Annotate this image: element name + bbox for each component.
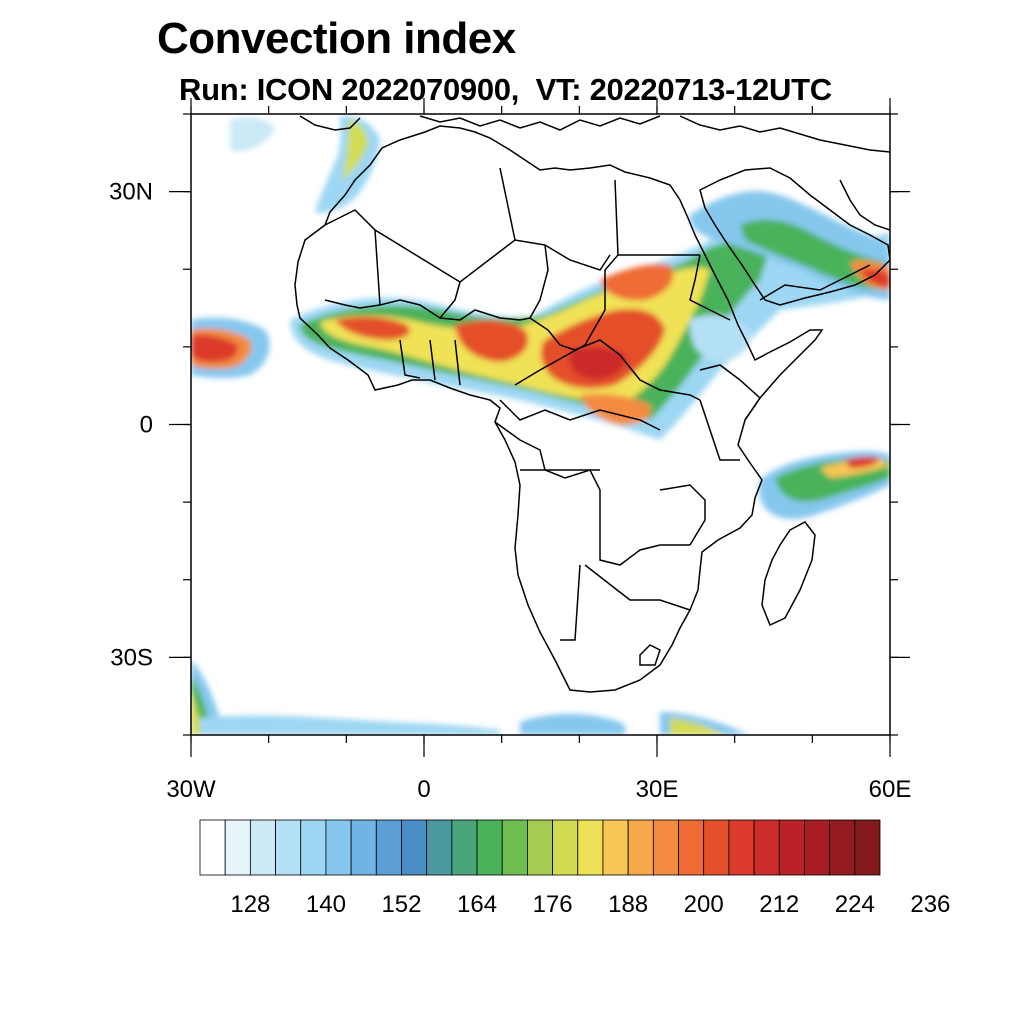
colorbar-label: 164	[457, 891, 497, 918]
colorbar-swatch	[703, 819, 730, 876]
lat-tick-label: 30S	[110, 644, 153, 671]
colorbar-label: 188	[608, 891, 648, 918]
colorbar-swatch	[627, 819, 654, 876]
colorbar-label: 200	[684, 891, 724, 918]
coastlines	[294, 115, 890, 693]
colorbar-label: 224	[835, 891, 875, 918]
lon-tick-label: 0	[417, 776, 430, 803]
colorbar-swatch	[753, 819, 780, 876]
colorbar-swatch	[199, 819, 226, 876]
colorbar-swatch	[778, 819, 805, 876]
colorbar-swatch	[300, 819, 327, 876]
colorbar: 128 140 152 164 176 188 200 212 224 236	[199, 819, 950, 918]
colorbar-swatch	[476, 819, 503, 876]
colorbar-swatch	[325, 819, 352, 876]
colorbar-swatch	[527, 819, 553, 876]
chart-title: Convection index	[157, 14, 516, 63]
colorbar-label: 152	[381, 891, 421, 918]
colorbar-swatch	[854, 819, 881, 876]
map-axes: 30W 0 30E 60E 30N 0 30S	[109, 98, 911, 803]
lat-tick-label: 0	[140, 412, 153, 439]
colorbar-swatch	[552, 819, 579, 876]
colorbar-swatch	[375, 819, 402, 876]
colorbar-swatch	[451, 819, 478, 876]
colorbar-label: 176	[533, 891, 573, 918]
lon-tick-label: 30E	[636, 776, 679, 803]
colorbar-swatch	[501, 819, 528, 876]
colorbar-swatch	[829, 819, 856, 876]
colorbar-label: 212	[759, 891, 799, 918]
colorbar-swatch	[678, 819, 705, 876]
convection-field	[191, 115, 890, 735]
colorbar-swatch	[728, 819, 755, 876]
colorbar-swatch	[350, 819, 377, 876]
colorbar-swatch	[224, 819, 251, 876]
colorbar-label: 140	[306, 891, 346, 918]
colorbar-swatch	[804, 819, 831, 876]
chart-subtitle: Run: ICON 2022070900, VT: 20220713-12UTC	[179, 72, 832, 107]
lat-tick-label: 30N	[109, 179, 153, 206]
colorbar-swatch	[426, 819, 453, 876]
colorbar-swatch	[602, 819, 629, 876]
colorbar-swatch	[275, 819, 302, 876]
lon-tick-label: 60E	[869, 776, 912, 803]
colorbar-label: 236	[910, 891, 950, 918]
colorbar-swatch	[401, 819, 428, 876]
colorbar-swatch	[652, 819, 679, 876]
lon-tick-label: 30W	[166, 776, 216, 803]
colorbar-label: 128	[230, 891, 270, 918]
colorbar-swatch	[577, 819, 604, 876]
colorbar-swatch	[249, 819, 276, 876]
